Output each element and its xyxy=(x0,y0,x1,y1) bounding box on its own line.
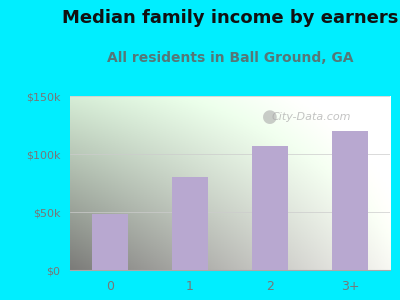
Bar xyxy=(252,146,288,270)
Text: Median family income by earners: Median family income by earners xyxy=(62,9,398,27)
Text: City-Data.com: City-Data.com xyxy=(272,112,351,122)
Bar xyxy=(92,214,128,270)
Text: ●: ● xyxy=(262,108,278,126)
Bar xyxy=(332,131,368,270)
Bar xyxy=(172,177,208,270)
Text: All residents in Ball Ground, GA: All residents in Ball Ground, GA xyxy=(107,51,353,65)
